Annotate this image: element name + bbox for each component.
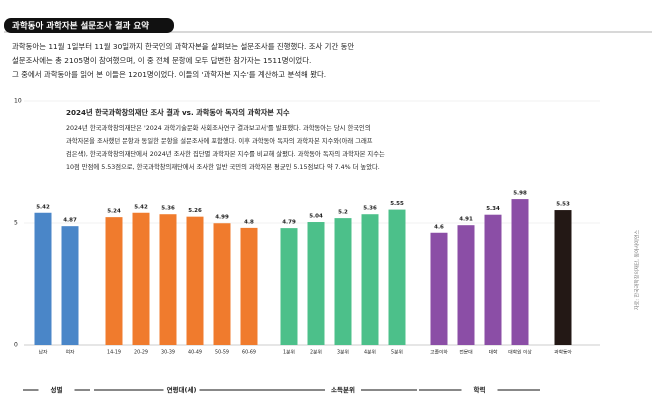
header-title: 과학동아 과학자본 설문조사 결과 요약 — [12, 21, 149, 32]
x-tick-label: 30-39 — [161, 350, 175, 356]
group-label: 연령대(세) — [167, 385, 197, 394]
value-label: 4.87 — [63, 218, 77, 224]
value-label: 5.26 — [188, 208, 202, 214]
x-tick-label: 20-29 — [134, 350, 148, 356]
x-tick-label: 과학동아 — [554, 349, 572, 356]
x-tick-label: 남자 — [39, 349, 48, 356]
x-tick-label: 대학 — [489, 349, 498, 356]
x-tick-label: 5분위 — [391, 349, 403, 356]
x-tick-label: 3분위 — [337, 349, 349, 356]
value-label: 5.55 — [390, 201, 404, 207]
bar — [159, 214, 177, 345]
inset-box — [60, 104, 470, 176]
bar — [307, 222, 325, 345]
bar — [388, 209, 406, 345]
bar — [484, 214, 502, 345]
bar — [280, 228, 298, 345]
bar — [240, 227, 258, 345]
intro-line: 설문조사에는 총 2105명이 참여했으며, 이 중 전체 문항에 모두 답변한… — [12, 56, 311, 65]
value-label: 5.2 — [338, 210, 348, 216]
y-tick-label: 10 — [14, 98, 22, 105]
chart-title: 2024년 한국과학창의재단 조사 결과 vs. 과학동아 독자의 과학자본 지… — [66, 108, 290, 117]
value-label: 4.91 — [459, 217, 473, 223]
value-label: 4.6 — [434, 224, 444, 230]
intro-line: 과학동아는 11월 1일부터 11월 30일까지 한국인의 과학자본을 살펴보는… — [12, 42, 354, 51]
x-tick-label: 4분위 — [364, 349, 376, 356]
description-line: 과학자본을 조사했던 문항과 동일한 문항을 설문조사에 포함했다. 이후 과학… — [66, 136, 373, 145]
bar — [186, 216, 204, 345]
x-tick-label: 대학원 이상 — [508, 349, 532, 356]
group-label: 소득분위 — [331, 385, 355, 394]
x-tick-label: 60-69 — [242, 350, 256, 356]
bar — [457, 225, 475, 345]
header-pill — [4, 18, 174, 33]
description-line: 검은색), 한국과학창의재단에서 2024년 조사한 집단별 과학자본 지수를 … — [66, 149, 385, 158]
value-label: 5.36 — [363, 206, 377, 212]
bar — [105, 217, 123, 345]
value-label: 5.53 — [556, 202, 570, 208]
source: 자료: 한국과학창의재단, 동아사이언스 — [634, 230, 641, 310]
description-line: 10점 만점에 5.53점으로, 한국과학창의재단에서 조사한 일반 국민의 과… — [66, 162, 380, 171]
x-tick-label: 40-49 — [188, 350, 202, 356]
value-label: 5.42 — [36, 204, 50, 210]
y-tick-label: 0 — [14, 342, 18, 349]
value-label: 5.98 — [513, 191, 527, 197]
value-label: 4.8 — [244, 219, 254, 225]
value-label: 4.79 — [282, 220, 296, 226]
value-label: 4.99 — [215, 215, 229, 221]
group-label: 학력 — [474, 385, 486, 394]
x-tick-label: 14-19 — [107, 350, 121, 356]
x-tick-label: 전문대 — [459, 349, 472, 356]
bar — [34, 212, 52, 345]
intro-line: 그 중에서 과학동아를 읽어 본 이들은 1201명이었다. 이들의 '과학자본… — [12, 70, 326, 79]
x-tick-label: 50-59 — [215, 350, 229, 356]
bar — [430, 232, 448, 345]
y-tick-label: 5 — [14, 220, 18, 227]
bar — [554, 210, 572, 345]
bar — [61, 226, 79, 345]
value-label: 5.42 — [134, 204, 148, 210]
x-tick-label: 2분위 — [310, 349, 322, 356]
bar — [213, 223, 231, 345]
value-label: 5.04 — [309, 214, 323, 220]
value-label: 5.36 — [161, 206, 175, 212]
x-tick-label: 1분위 — [283, 349, 295, 356]
bar — [334, 218, 352, 345]
bar — [361, 214, 379, 345]
x-tick-label: 여자 — [66, 349, 75, 356]
bar — [511, 199, 529, 345]
value-label: 5.34 — [486, 206, 500, 212]
x-tick-label: 고졸이하 — [430, 349, 448, 356]
bar — [132, 212, 150, 345]
group-label: 성별 — [51, 385, 63, 394]
value-label: 5.24 — [107, 209, 121, 215]
description-line: 2024년 한국과학창의재단은 '2024 과학기술문화 사회조사연구 결과보고… — [66, 123, 371, 132]
